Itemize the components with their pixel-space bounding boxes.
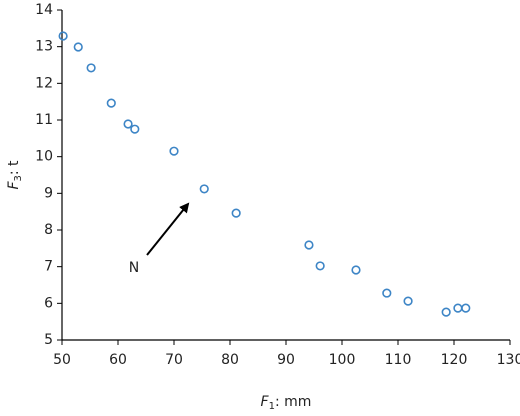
- point: [351, 265, 361, 275]
- y-label-symbol: F: [6, 181, 22, 190]
- point: [58, 31, 68, 41]
- point: [304, 240, 314, 250]
- point: [461, 303, 471, 313]
- point: [382, 288, 392, 298]
- y-tick-label: 9: [44, 185, 53, 201]
- x-tick-label: 80: [221, 352, 239, 368]
- point: [199, 184, 209, 194]
- point: [86, 63, 96, 73]
- x-tick-label: 70: [165, 352, 183, 368]
- x-tick-label: 100: [329, 352, 356, 368]
- x-label-subscript: 1: [269, 401, 275, 412]
- x-tick-label: 110: [385, 352, 412, 368]
- x-tick-label: 90: [277, 352, 295, 368]
- point: [231, 208, 241, 218]
- point: [130, 124, 140, 134]
- x-label-symbol: F: [261, 394, 270, 410]
- x-axis-label: F1: mm: [261, 394, 312, 412]
- y-tick-label: 10: [35, 149, 53, 165]
- point: [169, 146, 179, 156]
- y-axis-label: F3: t: [6, 160, 24, 190]
- annotation: N: [129, 260, 139, 276]
- annotation-arrow: [146, 202, 190, 256]
- y-tick-label: 14: [35, 2, 53, 18]
- point: [315, 261, 325, 271]
- x-tick-label: 60: [109, 352, 127, 368]
- x-tick-label: 50: [53, 352, 71, 368]
- y-label-subscript: 3: [13, 175, 24, 181]
- point: [73, 42, 83, 52]
- y-tick-label: 8: [44, 222, 53, 238]
- point: [106, 98, 116, 108]
- y-tick-label: 5: [44, 332, 53, 348]
- x-tick-label: 120: [441, 352, 468, 368]
- y-tick-label: 11: [35, 112, 53, 128]
- y-tick-label: 12: [35, 75, 53, 91]
- point: [123, 119, 133, 129]
- y-tick-label: 13: [35, 39, 53, 55]
- point: [453, 303, 463, 313]
- y-label-unit: : t: [6, 160, 22, 175]
- point: [403, 296, 413, 306]
- x-tick-label: 130: [497, 352, 520, 368]
- y-tick-label: 7: [44, 259, 53, 275]
- point: [441, 307, 451, 317]
- y-tick-label: 6: [44, 295, 53, 311]
- x-label-unit: : mm: [275, 394, 311, 410]
